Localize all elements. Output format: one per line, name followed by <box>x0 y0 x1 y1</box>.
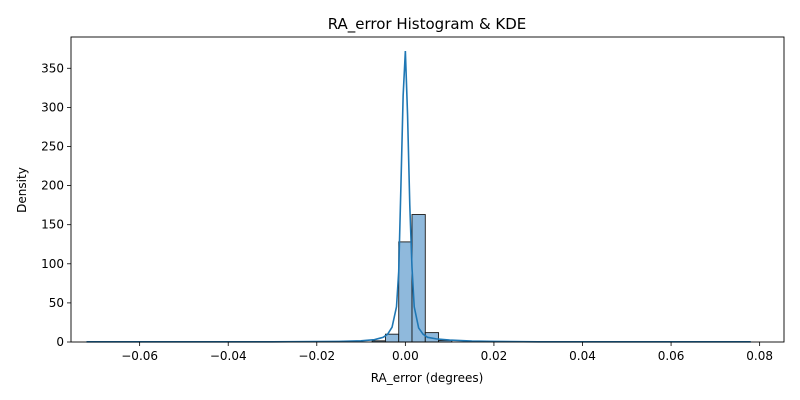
histogram-bar-3 <box>411 214 426 343</box>
histogram-bar-1 <box>384 333 400 343</box>
kde-curve <box>86 51 751 343</box>
x-axis-label: RA_error (degrees) <box>371 371 484 385</box>
x-tick-label-7: 0.08 <box>746 349 773 363</box>
chart-title: RA_error Histogram & KDE <box>328 15 527 34</box>
y-tick-label-1: 50 <box>49 296 64 310</box>
x-tick-label-6: 0.06 <box>658 349 685 363</box>
x-tick-label-0: −0.06 <box>121 349 158 363</box>
y-tick-label-4: 200 <box>41 179 64 193</box>
y-axis-label: Density <box>15 167 29 213</box>
y-tick-label-5: 250 <box>41 139 64 153</box>
x-tick-label-1: −0.04 <box>210 349 247 363</box>
x-tick-label-5: 0.04 <box>569 349 596 363</box>
x-tick-label-4: 0.02 <box>481 349 508 363</box>
x-tick-label-2: −0.02 <box>298 349 335 363</box>
y-axis-ticks: 0 50 100 150 200 250 300 350 <box>41 61 71 349</box>
plot-area-frame <box>70 36 785 343</box>
x-axis-ticks: −0.06 −0.04 −0.02 0.00 0.02 0.04 0.06 0.08 <box>121 342 773 363</box>
y-tick-label-2: 100 <box>41 257 64 271</box>
y-tick-label-3: 150 <box>41 218 64 232</box>
y-tick-label-6: 300 <box>41 100 64 114</box>
y-tick-label-0: 0 <box>56 335 64 349</box>
histogram-bar-2 <box>398 241 413 343</box>
y-tick-label-7: 350 <box>41 61 64 75</box>
x-tick-label-3: 0.00 <box>392 349 419 363</box>
